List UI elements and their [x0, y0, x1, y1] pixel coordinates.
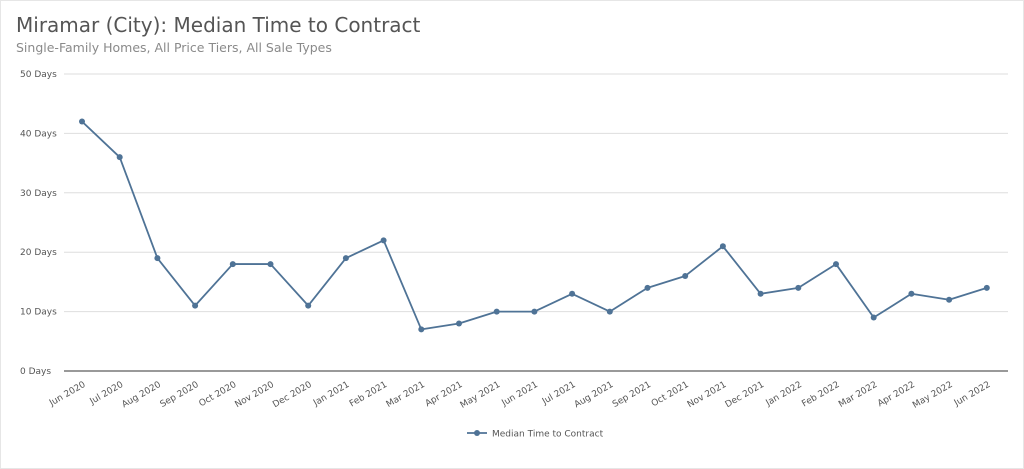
x-tick-label: Oct 2020 — [198, 380, 239, 409]
x-tick-label: Apr 2022 — [876, 380, 917, 409]
data-point — [870, 314, 877, 321]
x-tick-label: Sep 2020 — [159, 380, 201, 410]
x-tick-label: Aug 2021 — [573, 380, 616, 410]
y-tick-label: 50 Days — [20, 70, 57, 80]
data-point — [833, 261, 839, 268]
y-tick-label: 0 Days — [20, 367, 51, 377]
data-point — [795, 284, 802, 291]
x-tick-label: May 2021 — [459, 380, 502, 411]
x-tick-label: Jul 2020 — [88, 380, 126, 408]
x-tick-label: Jul 2021 — [540, 380, 578, 407]
data-point — [644, 284, 651, 291]
x-tick-label: Mar 2021 — [385, 380, 427, 410]
y-tick-label: 30 Days — [20, 189, 57, 199]
data-point — [682, 272, 689, 279]
x-tick-label: Aug 2020 — [120, 380, 163, 410]
data-point — [569, 290, 576, 297]
x-tick-label: Nov 2021 — [686, 380, 729, 410]
data-point — [418, 326, 425, 333]
data-point — [79, 118, 85, 125]
data-point — [229, 261, 236, 268]
legend-marker — [474, 430, 480, 436]
data-point — [757, 290, 764, 297]
data-point — [267, 261, 274, 268]
legend-label: Median Time to Contract — [492, 430, 604, 440]
data-point — [192, 302, 199, 309]
data-point — [342, 255, 349, 262]
data-point — [606, 308, 613, 315]
series-line — [81, 120, 988, 331]
x-tick-label: Nov 2020 — [233, 380, 276, 410]
data-point — [983, 284, 990, 291]
data-point — [493, 308, 500, 315]
x-tick-label: Jun 2022 — [952, 380, 992, 409]
data-point — [154, 255, 161, 262]
x-tick-label: Jun 2021 — [500, 380, 540, 409]
data-point — [456, 320, 462, 327]
x-tick-label: Sep 2021 — [611, 380, 653, 410]
x-tick-label: Jan 2021 — [311, 380, 351, 409]
y-tick-label: 10 Days — [20, 308, 57, 318]
y-tick-label: 20 Days — [20, 248, 57, 258]
y-tick-label: 40 Days — [20, 129, 57, 139]
x-tick-label: Dec 2021 — [724, 380, 766, 410]
x-tick-label: Oct 2021 — [650, 380, 691, 409]
data-point — [719, 243, 726, 250]
x-tick-label: Jan 2022 — [764, 380, 804, 409]
data-point — [908, 290, 915, 297]
data-point — [116, 154, 123, 161]
data-point — [305, 302, 312, 309]
x-tick-label: Apr 2021 — [424, 380, 465, 409]
x-tick-label: Jun 2020 — [47, 380, 88, 409]
x-tick-label: Mar 2022 — [837, 380, 879, 410]
data-point — [380, 237, 387, 244]
data-point — [531, 308, 538, 315]
data-point — [946, 296, 953, 303]
chart-subtitle: Single-Family Homes, All Price Tiers, Al… — [16, 40, 332, 55]
chart-title: Miramar (City): Median Time to Contract — [16, 13, 421, 37]
x-tick-label: May 2022 — [911, 380, 954, 411]
x-tick-label: Dec 2020 — [271, 380, 314, 410]
x-tick-label: Feb 2021 — [348, 380, 389, 410]
x-tick-label: Feb 2022 — [800, 380, 841, 410]
